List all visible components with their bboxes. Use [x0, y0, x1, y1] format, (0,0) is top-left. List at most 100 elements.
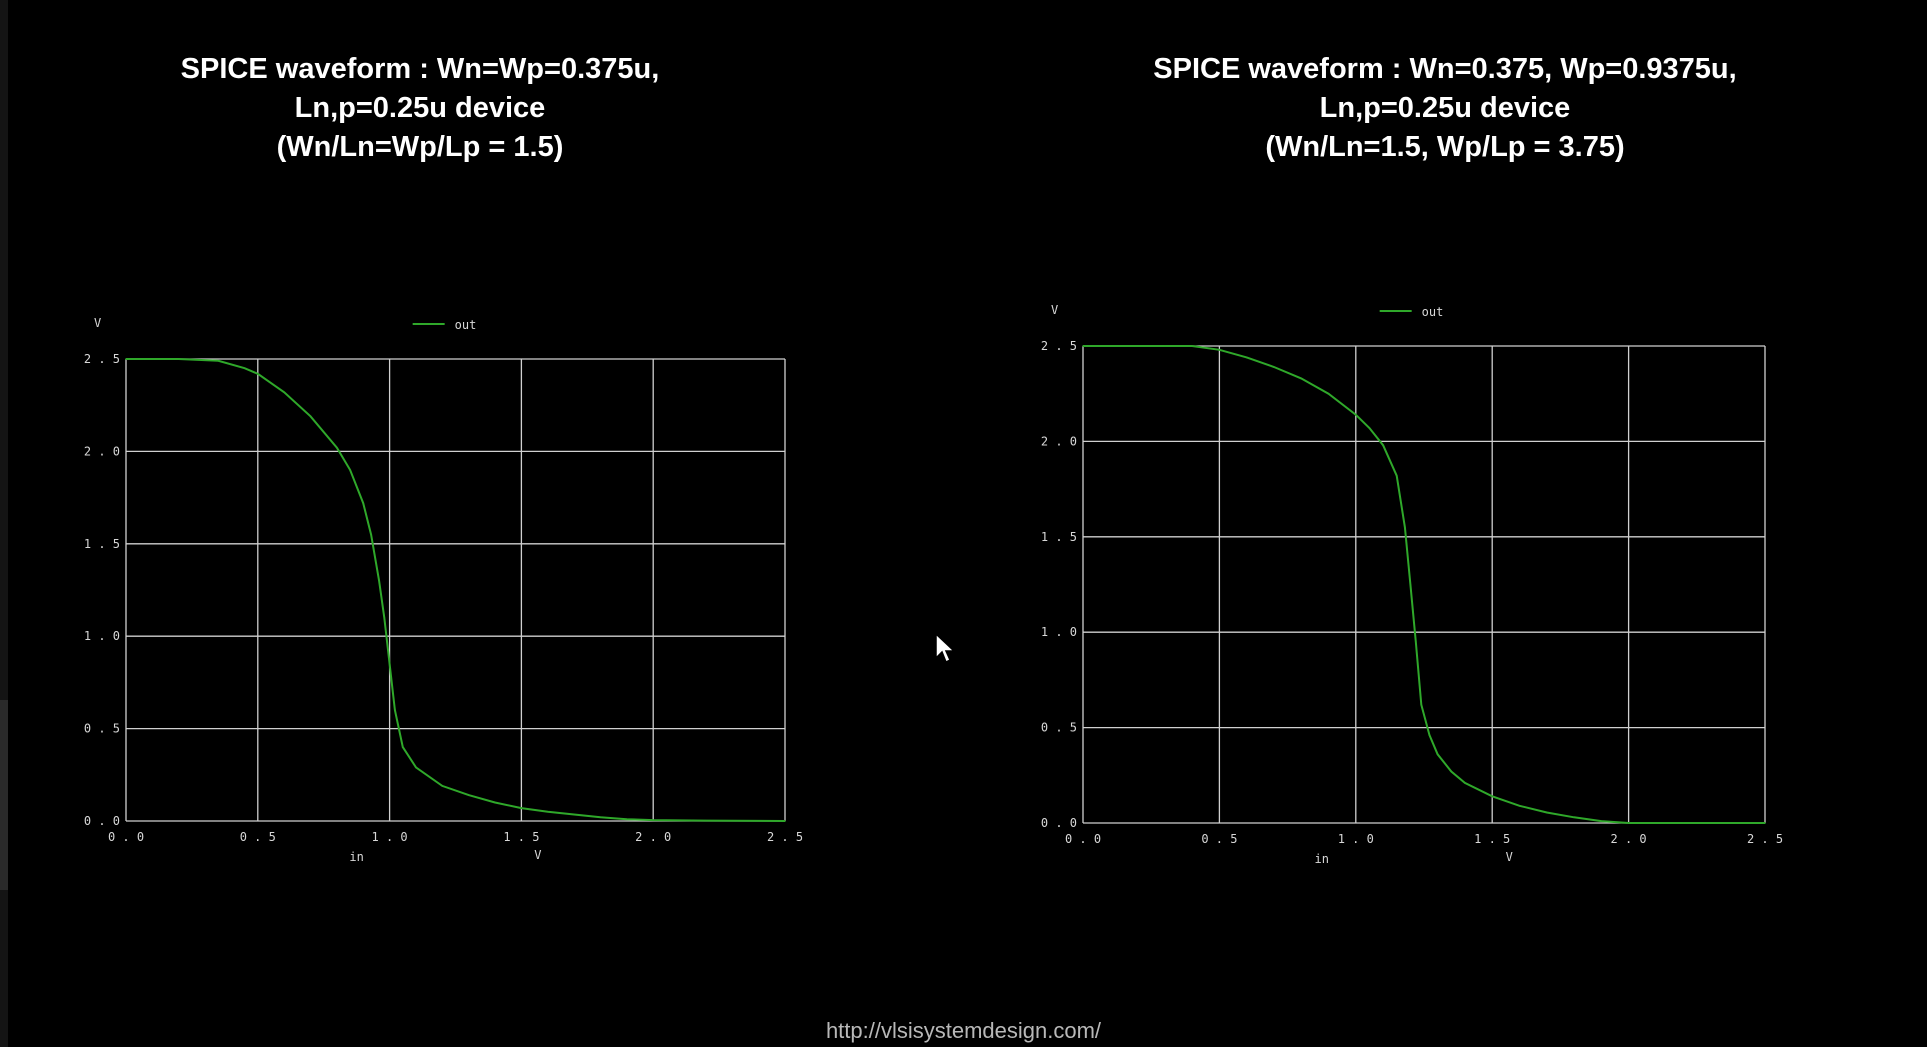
chart-0-group: 0 . 0 0 . 5 1 . 0 1 . 5 2 . 0 2 . 5 0 . 0 0 . 5… [84, 316, 803, 864]
x-tick-label: 0 . 5 [1201, 832, 1237, 846]
data-point [1518, 805, 1521, 807]
data-point [309, 415, 312, 418]
data-point [1600, 820, 1603, 822]
data-point [441, 785, 444, 787]
y-tick-label: 2 . 5 [84, 352, 120, 366]
x-tick-label: 2 . 0 [635, 830, 671, 844]
y-tick-label: 1 . 5 [1041, 530, 1077, 544]
data-point [125, 358, 127, 360]
data-point [1218, 349, 1221, 351]
data-point [784, 820, 786, 822]
x-axis-label: in [1314, 852, 1328, 866]
data-point [1082, 345, 1084, 347]
data-point [349, 469, 351, 471]
data-point [388, 663, 391, 665]
x-axis-unit: V [534, 848, 541, 862]
data-point [494, 801, 496, 804]
data-point [1428, 734, 1431, 737]
data-point [1164, 345, 1166, 347]
data-point [705, 819, 707, 822]
data-point [1450, 770, 1453, 773]
data-point [1191, 345, 1193, 347]
x-tick-label: 1 . 0 [1338, 832, 1374, 846]
data-point [415, 766, 417, 769]
data-point [467, 794, 470, 796]
y-tick-label: 0 . 0 [1041, 816, 1077, 830]
data-point [383, 616, 386, 619]
data-point [1409, 583, 1412, 586]
data-point [1436, 753, 1439, 756]
data-point [573, 813, 575, 816]
x-tick-label: 0 . 0 [1065, 832, 1101, 846]
y-axis-label: V [1051, 303, 1058, 317]
y-tick-label: 0 . 5 [1041, 721, 1077, 735]
data-point [1764, 822, 1766, 824]
scrollbar-thumb[interactable] [0, 700, 8, 890]
y-tick-label: 0 . 0 [84, 814, 120, 828]
right-chart-title: SPICE waveform : Wn=0.375, Wp=0.9375u, L… [1110, 50, 1780, 167]
x-axis-unit: V [1506, 850, 1513, 864]
data-point [1404, 526, 1406, 529]
data-point [257, 372, 259, 375]
y-tick-label: 2 . 0 [84, 444, 120, 458]
x-tick-label: 0 . 0 [108, 830, 144, 844]
legend-label: out [1422, 305, 1444, 319]
left-title-line-3: (Wn/Ln=Wp/Lp = 1.5) [276, 131, 564, 163]
right-title-line-1: SPICE waveform : Wn=0.375, Wp=0.9375u, [1153, 53, 1737, 85]
data-point [1300, 377, 1303, 380]
window-left-edge [0, 0, 8, 1047]
y-tick-label: 2 . 5 [1041, 339, 1077, 353]
chart-1-group: 0 . 0 0 . 5 1 . 0 1 . 5 2 . 0 2 . 5 0 . 0 0 . 5… [1041, 303, 1783, 866]
data-point [599, 816, 602, 819]
left-title-line-1: SPICE waveform : Wn=Wp=0.375u, [180, 53, 660, 85]
data-point [520, 807, 523, 809]
legend-label: out [455, 318, 477, 332]
data-point [283, 391, 285, 394]
data-point [401, 746, 404, 748]
data-point [1415, 640, 1417, 643]
data-point [217, 360, 220, 362]
data-point [1395, 474, 1398, 477]
data-point [177, 358, 180, 360]
x-tick-label: 2 . 0 [1611, 832, 1647, 846]
data-point [1368, 427, 1371, 429]
data-point [652, 819, 654, 821]
data-point [378, 579, 380, 582]
left-title-line-2: Ln,p=0.25u device [294, 92, 546, 124]
y-tick-label: 1 . 0 [1041, 625, 1077, 639]
data-point [1327, 392, 1330, 395]
series-line-out [126, 358, 786, 822]
data-point [243, 367, 246, 370]
data-point [1573, 816, 1575, 819]
x-tick-label: 0 . 5 [240, 830, 276, 844]
data-point [1464, 782, 1466, 784]
x-axis-label: in [349, 850, 363, 864]
data-point [1273, 366, 1275, 368]
data-point [1491, 795, 1493, 798]
y-tick-label: 1 . 5 [84, 537, 120, 551]
right-title-line-3: (Wn/Ln=1.5, Wp/Lp = 3.75) [1265, 131, 1625, 163]
x-tick-label: 1 . 5 [503, 830, 539, 844]
footer-url: http://vlsisystemdesign.com/ [825, 1018, 1102, 1043]
x-tick-label: 1 . 5 [1474, 832, 1510, 846]
data-point [336, 446, 338, 449]
y-axis-label: V [94, 316, 101, 330]
y-tick-label: 1 . 0 [84, 629, 120, 643]
x-tick-label: 2 . 5 [1747, 832, 1783, 846]
data-point [1420, 703, 1423, 706]
data-point [370, 533, 372, 536]
y-tick-label: 0 . 5 [84, 722, 120, 736]
right-title-line-2: Ln,p=0.25u device [1319, 92, 1571, 124]
data-point [626, 818, 628, 820]
mouse-pointer-icon [935, 633, 956, 664]
data-point [394, 709, 396, 711]
data-point [1545, 811, 1548, 814]
y-tick-label: 2 . 0 [1041, 434, 1077, 448]
left-chart-title: SPICE waveform : Wn=Wp=0.375u, Ln,p=0.25… [140, 50, 700, 167]
x-tick-label: 1 . 0 [372, 830, 408, 844]
series-line-out [1083, 345, 1765, 824]
data-point [1355, 413, 1357, 416]
data-point [1245, 356, 1248, 359]
data-point [1682, 822, 1684, 824]
data-point [362, 502, 365, 504]
